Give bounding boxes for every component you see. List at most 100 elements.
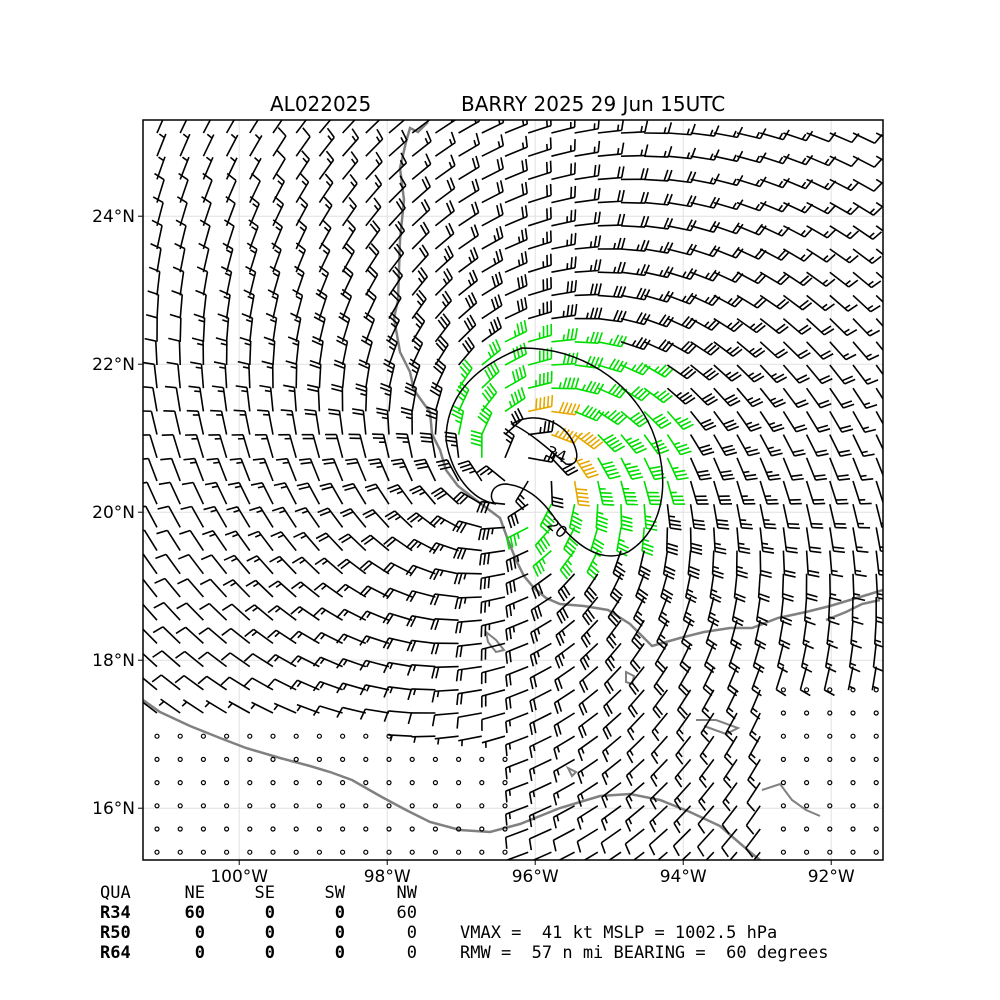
wind-barb [419,432,437,458]
wind-barb [458,269,479,297]
wind-barb [175,626,204,644]
contour-20kt [445,347,664,557]
wind-barb [782,387,809,409]
wind-barb [627,689,645,718]
wind-barb [153,601,181,621]
wind-barb [152,650,181,668]
wind-barb [723,735,738,766]
wind-barb [782,341,811,360]
wind-barb [625,781,645,809]
wind-barb [759,317,789,335]
wind-barb [528,420,555,436]
wind-barb [782,294,813,311]
wind-barb [635,573,649,604]
wind-barb [220,652,251,668]
wind-barb [759,271,790,286]
wind-barb [574,259,602,273]
calm-marker [363,733,369,739]
wind-barb [736,317,766,334]
wind-barb [600,805,622,831]
wind-barb [528,371,553,389]
wind-barb [199,602,228,621]
wind-barb [143,457,158,482]
wind-barb [190,361,205,389]
wind-barb [705,851,715,860]
wind-barb [504,158,528,181]
wind-barb [759,480,779,505]
wind-barb [383,686,413,698]
wind-barb [411,198,431,227]
wind-barb [452,520,483,534]
wind-barb [454,596,482,610]
calm-marker [780,779,787,786]
wind-barb [203,505,228,528]
wind-barb [586,550,600,581]
wind-barb [713,199,744,211]
wind-barb [799,666,811,697]
wind-barb [481,134,505,157]
wind-barb [233,409,251,435]
wind-barb [143,628,158,644]
plot-frame [142,119,884,861]
wind-barb [429,515,459,529]
wind-barb [365,120,381,134]
wind-barb [690,149,720,161]
wind-barb [359,560,390,575]
wind-barb [481,203,504,227]
wind-barb [568,504,583,534]
wind-barb [736,434,760,457]
wind-barb [193,313,206,342]
wind-barb [481,294,503,320]
row-label: R50 [100,923,131,943]
wind-barb [434,313,451,343]
calm-marker [456,756,462,763]
wind-barb [151,219,163,250]
calm-marker [316,849,322,855]
wind-barb [313,582,344,598]
radius-nw: 60 [396,903,417,923]
wind-barb [220,676,251,691]
wind-barb [775,666,787,697]
calm-marker [363,756,369,763]
wind-barb [388,152,408,180]
wind-barb [480,619,506,638]
calm-marker [873,849,879,855]
wind-barb [620,410,650,428]
calm-marker [270,826,276,832]
wind-barb [829,248,859,264]
wind-barb [829,457,851,481]
calm-marker [293,849,299,855]
wind-barb [185,434,205,459]
wind-barb [444,431,460,458]
wind-barb [176,602,204,621]
wind-barb [829,225,860,240]
wind-barb [576,805,599,830]
wind-barb [220,266,233,296]
wind-barb [197,675,228,691]
wind-barb [759,177,790,189]
wind-barb [852,271,882,289]
wind-barb [603,666,622,695]
wind-barb [555,619,576,647]
wind-barb [574,187,601,204]
wind-barb [387,484,413,505]
calm-marker [479,826,485,832]
wind-barb [829,294,858,312]
wind-barb [620,120,649,134]
wind-barb [648,828,668,856]
wind-barb [673,805,692,834]
calm-marker [432,756,438,763]
wind-barb [644,241,674,254]
calm-marker [456,849,462,855]
wind-barb [431,689,459,703]
wind-barb [235,385,251,412]
wind-barb [408,358,421,389]
wind-barb [759,294,790,310]
wind-barb [667,292,698,305]
wind-barb [597,120,625,134]
wind-barb [607,596,622,627]
wind-barb [171,290,184,319]
calm-marker [803,710,810,716]
wind-barb [852,550,867,578]
wind-barb [315,532,344,552]
